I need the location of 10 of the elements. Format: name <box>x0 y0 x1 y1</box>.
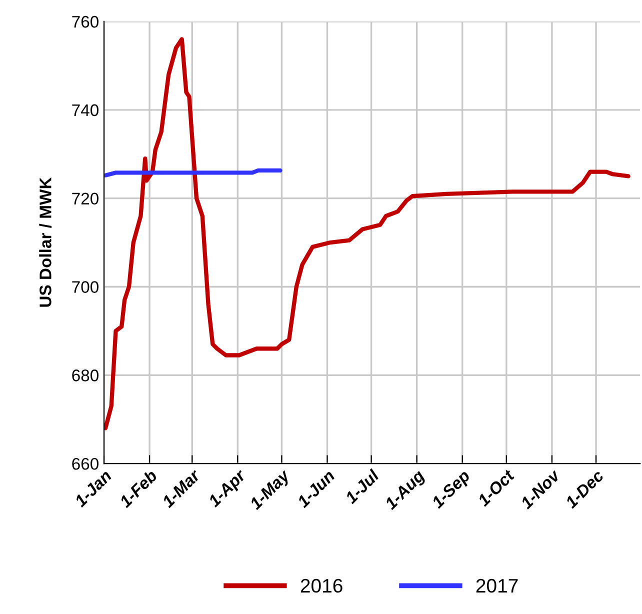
y-axis-title: US Dollar / MWK <box>39 177 52 307</box>
legend-label: 2017 <box>476 578 518 593</box>
y-tick-label: 660 <box>72 458 98 470</box>
y-tick-label: 700 <box>72 281 98 293</box>
y-tick-label: 760 <box>72 16 98 28</box>
line-series <box>104 37 630 430</box>
y-tick-label: 680 <box>72 370 98 382</box>
y-tick-label: 720 <box>72 192 98 205</box>
y-tick-label: 740 <box>72 104 98 116</box>
legend-label: 2016 <box>300 578 342 593</box>
